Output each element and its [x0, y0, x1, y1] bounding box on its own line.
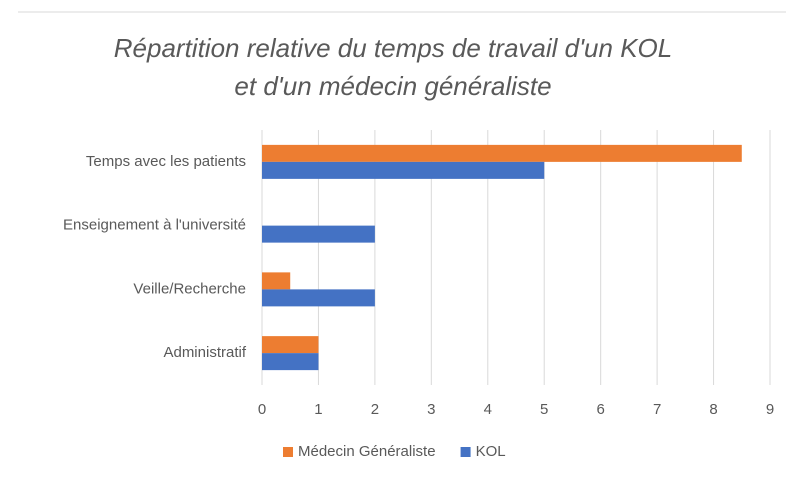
- x-tick-label: 0: [258, 401, 266, 418]
- x-tick-label: 9: [766, 401, 774, 418]
- legend-swatch: [283, 447, 293, 457]
- x-tick-label: 6: [596, 401, 604, 418]
- bar: [262, 336, 319, 354]
- chart-title: et d'un médecin généraliste: [234, 71, 551, 101]
- x-tick-label: 7: [653, 401, 661, 418]
- y-tick-label: Veille/Recherche: [133, 280, 246, 297]
- x-tick-label: 8: [709, 401, 717, 418]
- y-tick-label: Enseignement à l'université: [63, 217, 246, 234]
- y-tick-label: Administratif: [163, 344, 246, 361]
- bar: [262, 144, 742, 162]
- y-tick-label: Temps avec les patients: [86, 153, 246, 170]
- x-tick-label: 1: [314, 401, 322, 418]
- x-tick-label: 3: [427, 401, 435, 418]
- x-tick-label: 4: [484, 401, 492, 418]
- bar: [262, 161, 545, 179]
- bar: [262, 225, 375, 243]
- bar: [262, 289, 375, 307]
- bar: [262, 353, 319, 371]
- legend-swatch: [460, 447, 471, 457]
- legend-label: KOL: [476, 443, 506, 460]
- legend-label: Médecin Généraliste: [298, 443, 436, 460]
- bar: [262, 272, 291, 290]
- x-tick-label: 5: [540, 401, 548, 418]
- x-tick-label: 2: [371, 401, 379, 418]
- chart-title: Répartition relative du temps de travail…: [114, 33, 672, 63]
